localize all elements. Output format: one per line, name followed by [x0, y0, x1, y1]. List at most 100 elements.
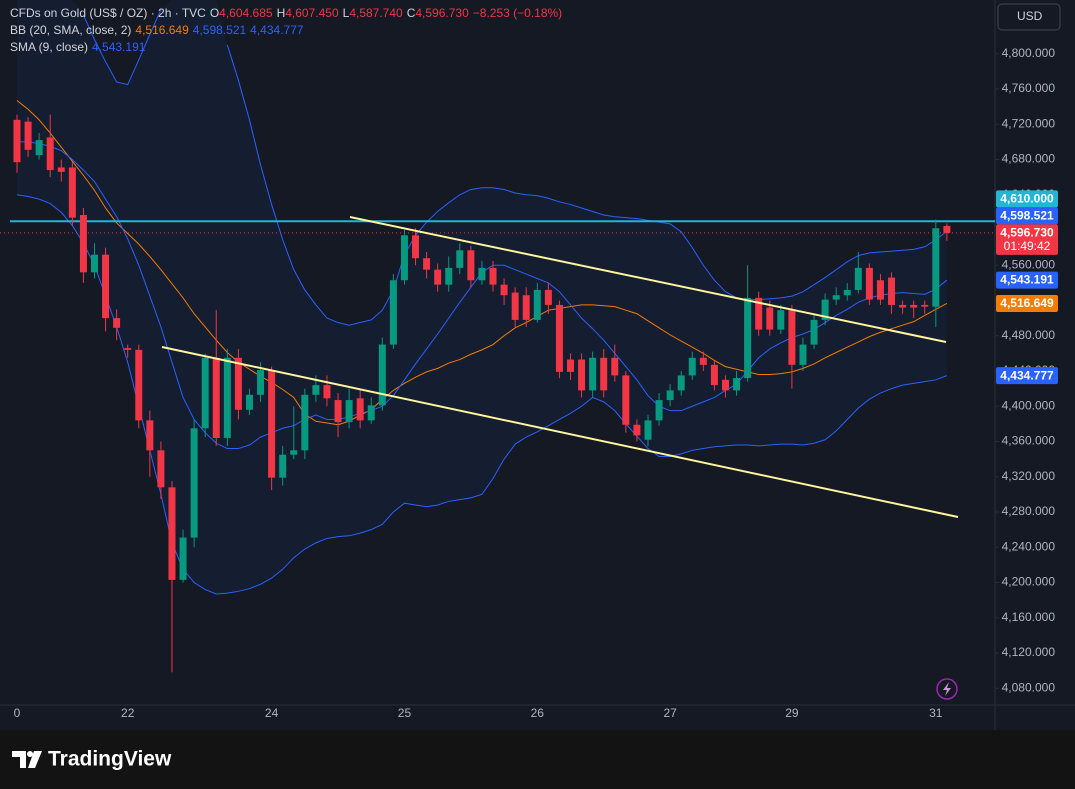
candle-body [721, 379, 729, 391]
candle-body [699, 357, 707, 365]
y-tick-label: 4,280.000 [1002, 504, 1056, 518]
candle-body [655, 400, 663, 421]
candle-body [46, 137, 54, 171]
candle-body [113, 318, 121, 328]
candle-body [279, 454, 287, 478]
y-tick-label: 4,720.000 [1002, 116, 1056, 130]
candle-body [334, 400, 342, 423]
candle-body [68, 167, 76, 218]
candle-body [157, 450, 165, 488]
candle-body [865, 267, 873, 300]
candle-body [434, 269, 442, 285]
candle-body [345, 400, 353, 423]
y-tick-label: 4,680.000 [1002, 152, 1056, 166]
indicator-value: 4,516.649 [135, 23, 189, 37]
price-tag [996, 367, 1058, 385]
candle-body [389, 280, 397, 345]
y-axis: 4,080.000 4,120.000 4,160.000 4,200.000 4,24… [14, 46, 1056, 720]
last-price-label: 4,596.730 [1000, 226, 1054, 240]
y-tick-label: 4,800.000 [1002, 46, 1056, 60]
x-tick-label: 29 [785, 706, 799, 720]
candle-body [323, 385, 331, 399]
price-tags: 4,610.000 4,516.649 4,598.521 4,434.777 4,54… [996, 190, 1058, 385]
candle-body [555, 304, 563, 372]
legend-row: BB (20, SMA, close, 2) 4,516.649 4,598.521… [10, 22, 566, 39]
candle-body [744, 297, 752, 379]
candle-body [79, 215, 87, 273]
x-tick-label: 27 [663, 706, 677, 720]
y-tick-label: 4,200.000 [1002, 575, 1056, 589]
ohlc-value: 4,596.730 [415, 6, 469, 20]
candle-body [290, 450, 298, 455]
candle-body [633, 424, 641, 436]
candle-body [854, 267, 862, 290]
price-tag-label: 4,434.777 [1000, 368, 1054, 382]
candle-body [245, 394, 253, 410]
countdown-label: 01:49:42 [1004, 239, 1051, 253]
candle-body [733, 378, 741, 391]
ohlc-key: H [276, 6, 286, 20]
candle-body [102, 254, 110, 319]
price-tag [996, 190, 1058, 208]
candle-body [589, 357, 597, 391]
ohlc-key: L [342, 6, 350, 20]
plot-area [0, 0, 995, 673]
candle-body [146, 420, 154, 451]
candle-body [843, 289, 851, 296]
price-tag [996, 207, 1058, 225]
candle-body [578, 359, 586, 391]
candle-body [35, 140, 43, 156]
candle-body [412, 235, 420, 259]
candle-body [90, 254, 98, 273]
x-tick-label: 26 [531, 706, 545, 720]
candle-body [511, 292, 519, 320]
alert-icon-bolt [943, 682, 951, 696]
y-tick-label: 4,240.000 [1002, 539, 1056, 553]
candle-body [777, 310, 785, 330]
ohlc-key: C [406, 6, 416, 20]
y-tick-label: 4,120.000 [1002, 645, 1056, 659]
candle-body [500, 284, 508, 296]
price-tag-label: 4,598.521 [1000, 209, 1054, 223]
y-tick-label: 4,320.000 [1002, 469, 1056, 483]
candle-body [544, 289, 552, 305]
indicator-name: BB (20, SMA, close, 2) [10, 23, 132, 37]
trend-line [161, 346, 959, 518]
y-tick-label: 4,160.000 [1002, 610, 1056, 624]
ohlc-value: 4,587.740 [349, 6, 403, 20]
price-tag [996, 271, 1058, 289]
candle-body [522, 295, 530, 320]
candle-body [423, 258, 431, 270]
price-tag-label: 4,543.191 [1000, 273, 1054, 287]
candle-body [677, 375, 685, 391]
candle-body [212, 357, 220, 438]
indicator-line [82, 9, 948, 326]
y-tick-label: 4,760.000 [1002, 81, 1056, 95]
symbol-title: CFDs on Gold (US$ / OZ) · 2h · TVC [10, 6, 206, 20]
x-tick-label: 0 [14, 706, 21, 720]
candle-body [13, 119, 21, 163]
candle-body [832, 295, 840, 300]
x-tick-label: 25 [398, 706, 412, 720]
candle-body [710, 364, 718, 386]
candle-body [888, 277, 896, 305]
candle-body [666, 390, 674, 401]
ohlc-value: 4,604.685 [219, 6, 273, 20]
currency-button[interactable] [997, 3, 1061, 31]
footer [0, 730, 1075, 789]
candle-body [234, 357, 242, 410]
candle-body [301, 394, 309, 451]
candle-body [921, 304, 929, 307]
candle-body [168, 487, 176, 580]
candle-body [821, 299, 829, 320]
x-tick-label: 22 [121, 706, 135, 720]
indicator-name: SMA (9, close) [10, 40, 89, 54]
indicator-value: 4,598.521 [192, 23, 247, 37]
alert-icon[interactable] [936, 678, 958, 700]
price-tag-label: 4,610.000 [1000, 192, 1054, 206]
drawings [161, 216, 959, 518]
candle-body [766, 307, 774, 330]
candle-body [378, 344, 386, 406]
